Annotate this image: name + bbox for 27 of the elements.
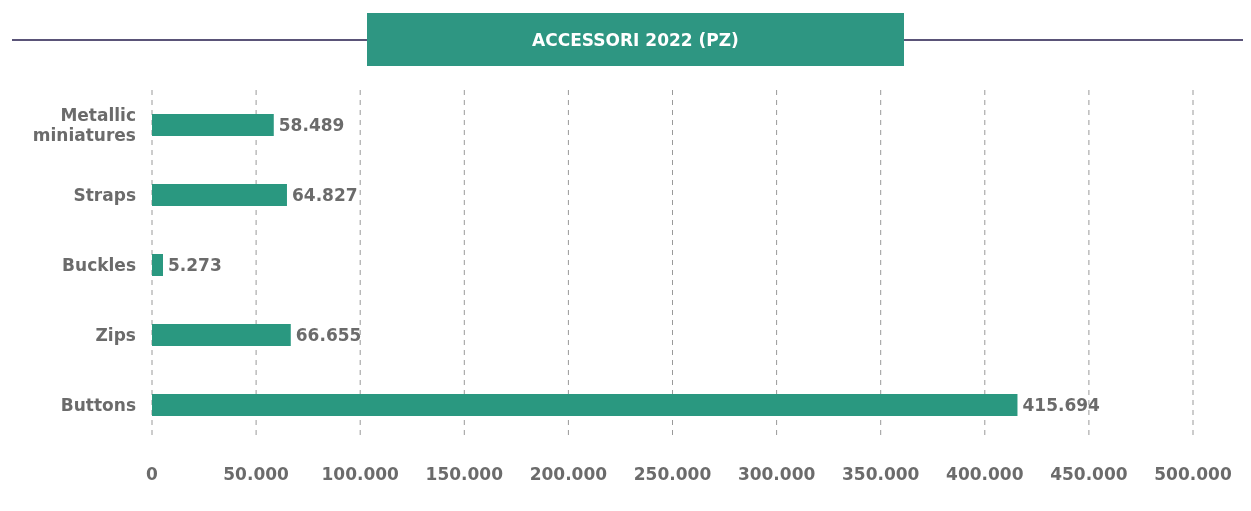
y-tick-label: Buckles bbox=[62, 255, 136, 275]
x-tick-label: 100.000 bbox=[321, 464, 400, 485]
x-tick-label: 300.000 bbox=[737, 464, 816, 485]
data-label: 66.655 bbox=[295, 325, 362, 346]
data-label: 415.694 bbox=[1022, 395, 1101, 416]
bar bbox=[152, 114, 274, 136]
y-tick-label: Buttons bbox=[60, 395, 136, 415]
y-tick-label: Straps bbox=[73, 185, 136, 205]
bar bbox=[152, 184, 287, 206]
x-tick-label: 200.000 bbox=[529, 464, 608, 485]
y-tick-label: Metallic miniatures bbox=[32, 105, 136, 145]
x-tick-label: 350.000 bbox=[841, 464, 920, 485]
x-tick-label: 400.000 bbox=[946, 464, 1024, 485]
x-tick-label: 0 bbox=[146, 464, 159, 485]
bar bbox=[152, 324, 291, 346]
x-tick-label: 500.000 bbox=[1154, 464, 1232, 485]
chart-title: ACCESSORI 2022 (PZ) bbox=[367, 13, 904, 66]
bar bbox=[152, 254, 163, 276]
x-tick-label: 250.000 bbox=[633, 464, 712, 485]
data-label: 58.489 bbox=[278, 115, 345, 136]
x-tick-label: 450.000 bbox=[1050, 464, 1128, 485]
x-tick-label: 150.000 bbox=[425, 464, 504, 485]
data-label: 64.827 bbox=[291, 185, 358, 206]
data-label: 5.273 bbox=[167, 255, 222, 276]
x-tick-label: 50.000 bbox=[223, 464, 290, 485]
y-tick-label: Zips bbox=[95, 325, 136, 345]
bar bbox=[152, 394, 1018, 416]
